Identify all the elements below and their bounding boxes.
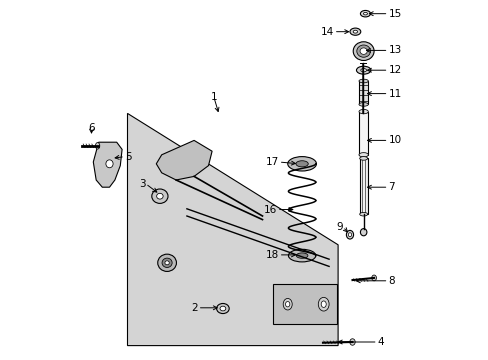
Ellipse shape [295, 161, 307, 167]
Ellipse shape [349, 28, 360, 35]
Ellipse shape [349, 339, 354, 345]
Text: 17: 17 [265, 157, 278, 167]
Ellipse shape [318, 297, 328, 311]
Ellipse shape [358, 103, 367, 106]
Text: 6: 6 [88, 123, 95, 133]
Ellipse shape [359, 48, 366, 54]
Ellipse shape [347, 233, 351, 237]
Ellipse shape [288, 249, 315, 262]
Ellipse shape [216, 303, 229, 314]
Ellipse shape [106, 160, 113, 168]
Ellipse shape [363, 12, 366, 15]
Text: 10: 10 [387, 135, 401, 145]
Polygon shape [156, 140, 212, 180]
Polygon shape [93, 142, 122, 187]
Text: 14: 14 [320, 27, 333, 37]
Ellipse shape [356, 45, 370, 57]
Ellipse shape [321, 301, 325, 307]
Ellipse shape [358, 109, 367, 114]
Ellipse shape [287, 157, 316, 171]
Ellipse shape [151, 189, 168, 203]
Text: 1: 1 [210, 92, 217, 102]
Ellipse shape [296, 253, 307, 258]
Text: 3: 3 [139, 179, 145, 189]
Ellipse shape [158, 254, 176, 271]
Ellipse shape [359, 157, 367, 160]
Text: 12: 12 [387, 65, 401, 75]
Ellipse shape [360, 229, 366, 236]
Text: 11: 11 [387, 89, 401, 99]
Ellipse shape [352, 42, 373, 60]
Text: 13: 13 [387, 45, 401, 55]
Ellipse shape [156, 193, 163, 199]
Ellipse shape [359, 212, 367, 216]
Ellipse shape [285, 301, 289, 307]
Polygon shape [127, 113, 337, 346]
Ellipse shape [360, 10, 370, 17]
Text: 16: 16 [263, 204, 276, 215]
Ellipse shape [346, 230, 353, 239]
Text: 18: 18 [265, 250, 278, 260]
Ellipse shape [95, 143, 100, 149]
Ellipse shape [352, 30, 357, 33]
Ellipse shape [358, 153, 367, 157]
Ellipse shape [162, 258, 172, 267]
Text: 8: 8 [387, 276, 394, 286]
Ellipse shape [371, 275, 376, 281]
Bar [359, 158, 367, 214]
Ellipse shape [356, 66, 370, 74]
Bar [358, 112, 367, 155]
Text: 9: 9 [335, 222, 342, 232]
Text: 7: 7 [387, 182, 394, 192]
Ellipse shape [220, 306, 225, 311]
Text: 5: 5 [125, 152, 131, 162]
Ellipse shape [283, 298, 292, 310]
Text: 4: 4 [377, 337, 384, 347]
Ellipse shape [360, 68, 366, 72]
Ellipse shape [358, 79, 367, 83]
Polygon shape [273, 284, 337, 324]
Bar [358, 81, 367, 104]
Ellipse shape [164, 261, 169, 265]
Text: 15: 15 [387, 9, 401, 19]
Text: 2: 2 [191, 303, 197, 313]
